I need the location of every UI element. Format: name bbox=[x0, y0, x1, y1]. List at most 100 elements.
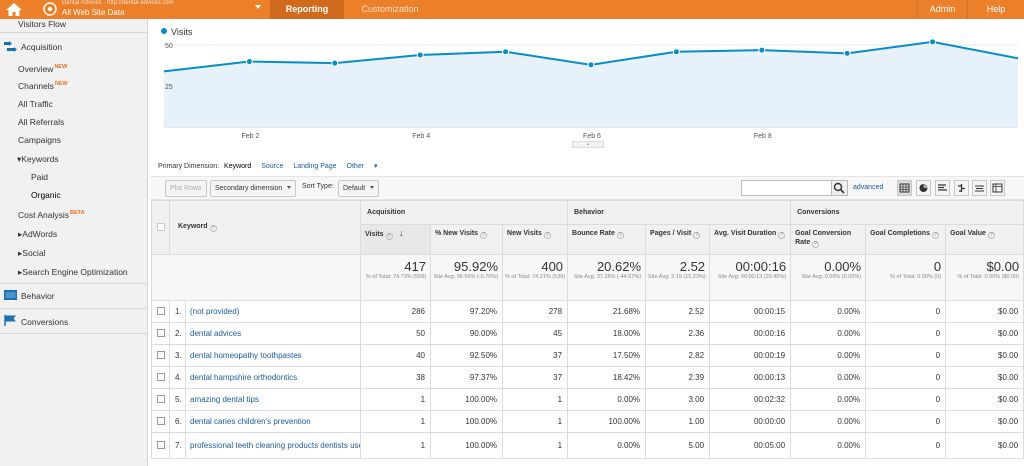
view-pivot-icon[interactable] bbox=[990, 180, 1005, 196]
sidebar-item-seo[interactable]: ▸Search Engine Optimization bbox=[18, 267, 128, 277]
data-point[interactable] bbox=[331, 59, 339, 67]
help-icon[interactable]: ? bbox=[778, 232, 786, 239]
data-point[interactable] bbox=[843, 49, 851, 57]
table-row[interactable]: 5. amazing dental tips 1 100.00% 1 0.00% 3.00 0… bbox=[151, 388, 1024, 411]
checkbox-cell[interactable] bbox=[151, 410, 170, 433]
dimension-source[interactable]: Source bbox=[261, 163, 284, 170]
table-row[interactable]: 6. dental caries children's prevention 1 10… bbox=[151, 410, 1024, 433]
visits-chart[interactable]: 50 25 Feb 2 Feb 4 Feb 6 Feb 8 bbox=[150, 19, 1024, 146]
keyword-header[interactable]: Keyword ? bbox=[168, 200, 362, 255]
admin-link[interactable]: Admin bbox=[917, 0, 967, 19]
select-all-checkbox[interactable] bbox=[156, 222, 165, 231]
data-point[interactable] bbox=[929, 38, 937, 46]
tab-customization[interactable]: Customization bbox=[361, 4, 419, 14]
data-point[interactable] bbox=[416, 51, 424, 59]
checkbox-cell[interactable] bbox=[151, 432, 170, 459]
sidebar-item-keywords[interactable]: ▾Keywords bbox=[17, 154, 59, 164]
dimension-keyword[interactable]: Keyword bbox=[224, 163, 252, 170]
help-icon[interactable]: ? bbox=[987, 232, 995, 239]
row-checkbox[interactable] bbox=[156, 328, 165, 337]
search-input[interactable] bbox=[741, 180, 832, 196]
data-point[interactable] bbox=[672, 48, 680, 56]
table-row[interactable]: 7. professional teeth cleaning products d… bbox=[151, 432, 1024, 459]
keyword-link[interactable]: (not provided) bbox=[184, 300, 362, 323]
column-header[interactable]: Goal Value ? bbox=[945, 224, 1024, 255]
help-icon[interactable]: ? bbox=[931, 232, 939, 239]
select-all-cell[interactable] bbox=[151, 200, 170, 255]
search-button[interactable] bbox=[831, 180, 848, 196]
sidebar-item-adwords[interactable]: ▸AdWords bbox=[18, 229, 58, 239]
view-pie-icon[interactable] bbox=[916, 180, 931, 196]
sort-type-dropdown[interactable]: Default bbox=[338, 180, 380, 197]
help-icon[interactable]: ? bbox=[209, 225, 217, 232]
data-point[interactable] bbox=[587, 61, 595, 69]
row-checkbox[interactable] bbox=[156, 372, 165, 381]
column-header[interactable]: % New Visits ? bbox=[430, 224, 504, 255]
advanced-link[interactable]: advanced bbox=[853, 184, 884, 191]
help-icon[interactable]: ? bbox=[385, 233, 393, 240]
view-table-icon[interactable] bbox=[897, 180, 912, 196]
table-row[interactable]: 1. (not provided) 286 97.20% 278 21.68% 2.52 00… bbox=[151, 300, 1024, 323]
keyword-link[interactable]: dental caries children's prevention bbox=[184, 410, 362, 433]
sidebar-item-channels[interactable]: ChannelsNEW bbox=[18, 81, 68, 91]
sidebar-item-conversions[interactable]: Conversions bbox=[21, 317, 69, 327]
column-header[interactable]: Pages / Visit ? bbox=[645, 224, 711, 255]
column-header[interactable]: New Visits ? bbox=[502, 224, 569, 255]
sidebar-item-behavior[interactable]: Behavior bbox=[21, 291, 55, 301]
row-checkbox[interactable] bbox=[156, 416, 165, 425]
checkbox-cell[interactable] bbox=[151, 300, 170, 323]
account-name[interactable]: All Web Site Data bbox=[62, 8, 125, 17]
help-link[interactable]: Help bbox=[967, 0, 1024, 19]
column-header[interactable]: Bounce Rate ? bbox=[567, 224, 647, 255]
sidebar-item-paid[interactable]: Paid bbox=[31, 172, 49, 182]
keyword-link[interactable]: dental advices bbox=[184, 322, 362, 345]
sidebar-item-all-referrals[interactable]: All Referrals bbox=[18, 117, 65, 127]
sidebar-item-social[interactable]: ▸Social bbox=[18, 248, 46, 258]
checkbox-cell[interactable] bbox=[151, 366, 170, 389]
view-comparison-icon[interactable] bbox=[954, 180, 969, 196]
keyword-link[interactable]: professional teeth cleaning products den… bbox=[184, 432, 362, 459]
keyword-link[interactable]: amazing dental tips bbox=[184, 388, 362, 411]
keyword-link[interactable]: dental hampshire orthodontics bbox=[184, 366, 362, 389]
tab-reporting[interactable]: Reporting bbox=[270, 0, 344, 19]
row-checkbox[interactable] bbox=[156, 306, 165, 315]
data-point[interactable] bbox=[245, 58, 253, 66]
home-icon[interactable] bbox=[6, 3, 22, 16]
column-header[interactable]: Avg. Visit Duration ? bbox=[709, 224, 792, 255]
help-icon[interactable]: ? bbox=[480, 232, 488, 239]
data-point[interactable] bbox=[758, 46, 766, 54]
sidebar-item-all-traffic[interactable]: All Traffic bbox=[18, 99, 53, 109]
dimension-landing-page[interactable]: Landing Page bbox=[293, 163, 337, 170]
row-checkbox[interactable] bbox=[156, 394, 165, 403]
dimension-other[interactable]: Other ▾ bbox=[346, 163, 378, 170]
view-term-cloud-icon[interactable] bbox=[972, 180, 987, 196]
sidebar-item-cost-analysis[interactable]: Cost AnalysisBETA bbox=[18, 210, 85, 220]
checkbox-cell[interactable] bbox=[151, 344, 170, 367]
sidebar-item-acquisition[interactable]: Acquisition bbox=[21, 42, 63, 52]
column-header[interactable]: Goal Completions ? bbox=[865, 224, 947, 255]
chevron-down-icon[interactable] bbox=[255, 5, 261, 9]
keyword-link[interactable]: dental homeopathy toothpastes bbox=[184, 344, 362, 367]
help-icon[interactable]: ? bbox=[693, 232, 701, 239]
table-row[interactable]: 2. dental advices 50 90.00% 45 18.00% 2.36 00:0… bbox=[151, 322, 1024, 345]
sidebar-item-overview[interactable]: OverviewNEW bbox=[18, 64, 68, 74]
help-icon[interactable]: ? bbox=[812, 241, 820, 248]
chart-collapse-handle[interactable]: ⌄ bbox=[572, 141, 604, 148]
table-row[interactable]: 4. dental hampshire orthodontics 38 97.37% 3… bbox=[151, 366, 1024, 389]
row-checkbox[interactable] bbox=[156, 350, 165, 359]
view-performance-icon[interactable] bbox=[935, 180, 950, 196]
sort-arrow-icon[interactable]: ↓ bbox=[396, 228, 404, 238]
column-header[interactable]: Goal Conversion Rate ? bbox=[790, 224, 867, 255]
table-row[interactable]: 3. dental homeopathy toothpastes 40 92.50% 3… bbox=[151, 344, 1024, 367]
data-point[interactable] bbox=[502, 48, 510, 56]
help-icon[interactable]: ? bbox=[616, 232, 624, 239]
sidebar-item-organic[interactable]: Organic bbox=[31, 190, 61, 200]
secondary-dimension-dropdown[interactable]: Secondary dimension bbox=[210, 180, 297, 197]
row-checkbox[interactable] bbox=[156, 440, 165, 449]
help-icon[interactable]: ? bbox=[543, 232, 551, 239]
checkbox-cell[interactable] bbox=[151, 322, 170, 345]
sidebar-item-campaigns[interactable]: Campaigns bbox=[18, 135, 61, 145]
plot-rows-button[interactable]: Plot Rows bbox=[165, 180, 207, 197]
checkbox-cell[interactable] bbox=[151, 388, 170, 411]
column-header[interactable]: Visits ? ↓ bbox=[360, 224, 432, 255]
